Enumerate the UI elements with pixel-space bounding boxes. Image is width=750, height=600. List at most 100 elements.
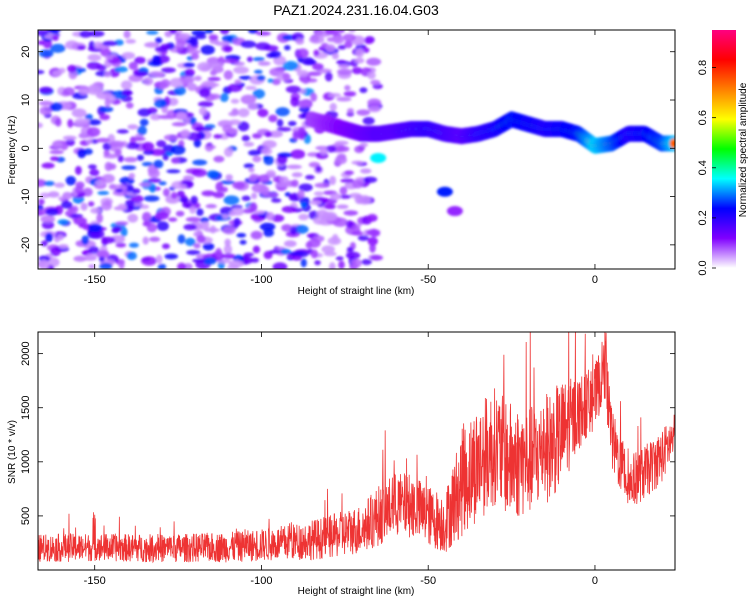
heatmap-cell — [88, 246, 100, 255]
heatmap-cell — [155, 211, 169, 220]
heatmap-cell — [148, 168, 160, 179]
heatmap-cell — [175, 39, 186, 49]
heatmap-cell — [337, 63, 350, 69]
heatmap-cell — [141, 161, 154, 167]
heatmap-cell — [267, 78, 274, 83]
heatmap-cell — [80, 202, 88, 211]
heatmap-cell — [86, 127, 101, 137]
heatmap-cell — [310, 249, 319, 259]
heatmap-cell — [248, 149, 261, 156]
heatmap-cell — [42, 39, 53, 49]
heatmap-cell — [337, 30, 345, 34]
heatmap-cell — [128, 172, 136, 179]
snr-y-label: SNR (10 * v/v) — [7, 420, 18, 484]
heatmap-cell — [143, 195, 160, 202]
heatmap-cell — [272, 262, 288, 269]
heatmap-cell — [238, 75, 252, 80]
heatmap-cell — [46, 30, 61, 34]
spectrogram-y-tick-label: 10 — [20, 94, 32, 106]
heatmap-cell — [259, 222, 276, 231]
heatmap-cell — [205, 30, 214, 34]
heatmap-cell — [141, 141, 155, 152]
heatmap-cell — [336, 96, 352, 102]
heatmap-cell — [86, 61, 101, 70]
heatmap-cell — [251, 231, 262, 239]
heatmap-cell — [199, 217, 210, 224]
heatmap-cell — [248, 30, 259, 34]
heatmap-cell — [233, 217, 241, 227]
heatmap-cell — [117, 203, 128, 211]
heatmap-cell — [40, 215, 56, 223]
heatmap-cell — [49, 150, 64, 155]
heatmap-cell — [266, 211, 275, 221]
heatmap-cell — [348, 30, 356, 33]
heatmap-cell — [225, 174, 233, 181]
heatmap-cell — [228, 119, 241, 126]
heatmap-cell — [77, 45, 86, 50]
heatmap-cell — [38, 209, 48, 216]
heatmap-cell — [142, 149, 155, 155]
colorbar-tick-label: 0.6 — [697, 110, 709, 125]
heatmap-cell — [354, 194, 364, 205]
heatmap-cell — [285, 85, 302, 94]
heatmap-cell — [314, 260, 321, 266]
heatmap-cell — [183, 62, 196, 68]
heatmap-cell — [446, 206, 463, 217]
heatmap-cell — [139, 118, 149, 127]
heatmap-cell — [296, 69, 309, 77]
heatmap-cell — [277, 152, 293, 158]
heatmap-cell — [120, 227, 128, 237]
heatmap-cell — [114, 66, 128, 73]
heatmap-cell — [224, 238, 231, 247]
spectrogram-y-axis: -20 -10 0 10 20 — [20, 46, 675, 253]
heatmap-cell — [87, 119, 102, 126]
heatmap-cell — [79, 30, 92, 38]
heatmap-cell — [241, 195, 251, 202]
heatmap-cell — [101, 173, 115, 184]
heatmap-cell — [284, 44, 291, 51]
heatmap-cell — [187, 82, 198, 92]
heatmap-cell — [212, 191, 225, 199]
heatmap-cell — [120, 80, 133, 90]
heatmap-cell — [286, 164, 302, 170]
heatmap-cell — [203, 82, 220, 88]
heatmap-cell — [156, 140, 167, 148]
heatmap-cell — [205, 204, 217, 209]
heatmap-cell — [367, 71, 376, 80]
heatmap-cell — [336, 59, 347, 65]
heatmap-cell — [155, 37, 163, 44]
heatmap-cell — [207, 76, 221, 82]
heatmap-cell — [170, 191, 178, 199]
heatmap-cell — [292, 255, 302, 261]
heatmap-cell — [370, 254, 384, 261]
heatmap-cell — [332, 52, 339, 60]
heatmap-cell — [259, 185, 270, 195]
heatmap-cell — [166, 169, 181, 174]
heatmap-cell — [90, 207, 102, 214]
heatmap-cell — [287, 120, 297, 127]
heatmap-cell — [94, 179, 106, 186]
heatmap-cell — [291, 172, 303, 178]
heatmap-cell — [343, 210, 359, 216]
heatmap-cell — [149, 236, 161, 242]
snr-x-tick-label: -100 — [250, 575, 272, 587]
heatmap-cell — [64, 210, 73, 217]
heatmap-cell — [367, 98, 382, 108]
heatmap-cell — [83, 148, 93, 155]
heatmap-cell — [298, 183, 313, 192]
heatmap-cell — [252, 155, 262, 163]
heatmap-cell — [182, 175, 195, 182]
heatmap-cell — [154, 46, 169, 53]
heatmap-cell — [328, 93, 342, 98]
heatmap-cell — [162, 188, 170, 197]
heatmap-cell — [195, 34, 207, 40]
heatmap-cell — [57, 219, 69, 225]
spectrogram-x-tick-label: -100 — [250, 274, 272, 286]
heatmap-cell — [219, 30, 230, 35]
heatmap-cell — [60, 201, 73, 209]
heatmap-cell — [219, 180, 236, 185]
heatmap-cell — [351, 160, 364, 165]
heatmap-cell — [201, 190, 216, 197]
heatmap-cell — [115, 221, 129, 226]
